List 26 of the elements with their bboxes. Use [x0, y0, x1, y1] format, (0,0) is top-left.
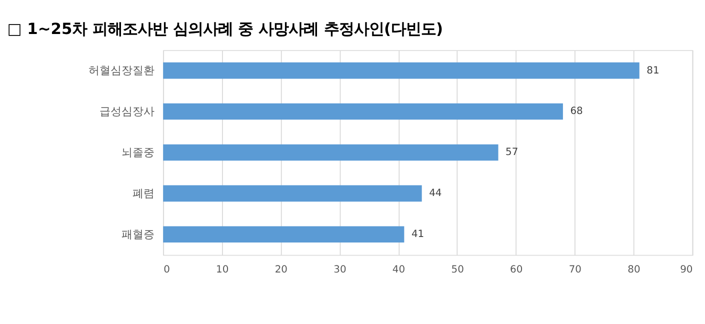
data-label: 44: [429, 188, 442, 200]
bar: [163, 144, 498, 161]
x-tick-label: 0: [164, 264, 170, 276]
bar: [163, 62, 640, 79]
x-tick-label: 60: [510, 264, 523, 276]
y-tick-label: 허혈심장질환: [88, 64, 154, 78]
data-label: 57: [506, 147, 518, 158]
y-tick-label: 폐렴: [132, 187, 154, 200]
y-tick-label: 뇌졸중: [122, 146, 154, 160]
x-tick-label: 40: [392, 264, 406, 276]
data-label: 68: [570, 106, 583, 118]
y-tick-label: 급성심장사: [100, 105, 154, 118]
bar: [163, 185, 422, 202]
x-tick-label: 80: [628, 264, 640, 276]
x-tick-label: 70: [568, 264, 582, 276]
x-tick-label: 10: [216, 264, 229, 276]
x-tick-label: 20: [274, 264, 288, 276]
x-tick-label: 90: [680, 264, 693, 276]
x-tick-label: 30: [334, 264, 346, 276]
bar: [163, 226, 404, 243]
data-label: 81: [646, 65, 660, 76]
x-tick-label: 50: [451, 264, 464, 276]
data-label: 41: [411, 229, 424, 240]
chart-title: □ 1~25차 피해조사반 심의사례 중 사망사례 추정사인(다빈도): [7, 20, 444, 38]
bar: [163, 103, 563, 120]
y-tick-label: 패혈증: [122, 228, 154, 242]
